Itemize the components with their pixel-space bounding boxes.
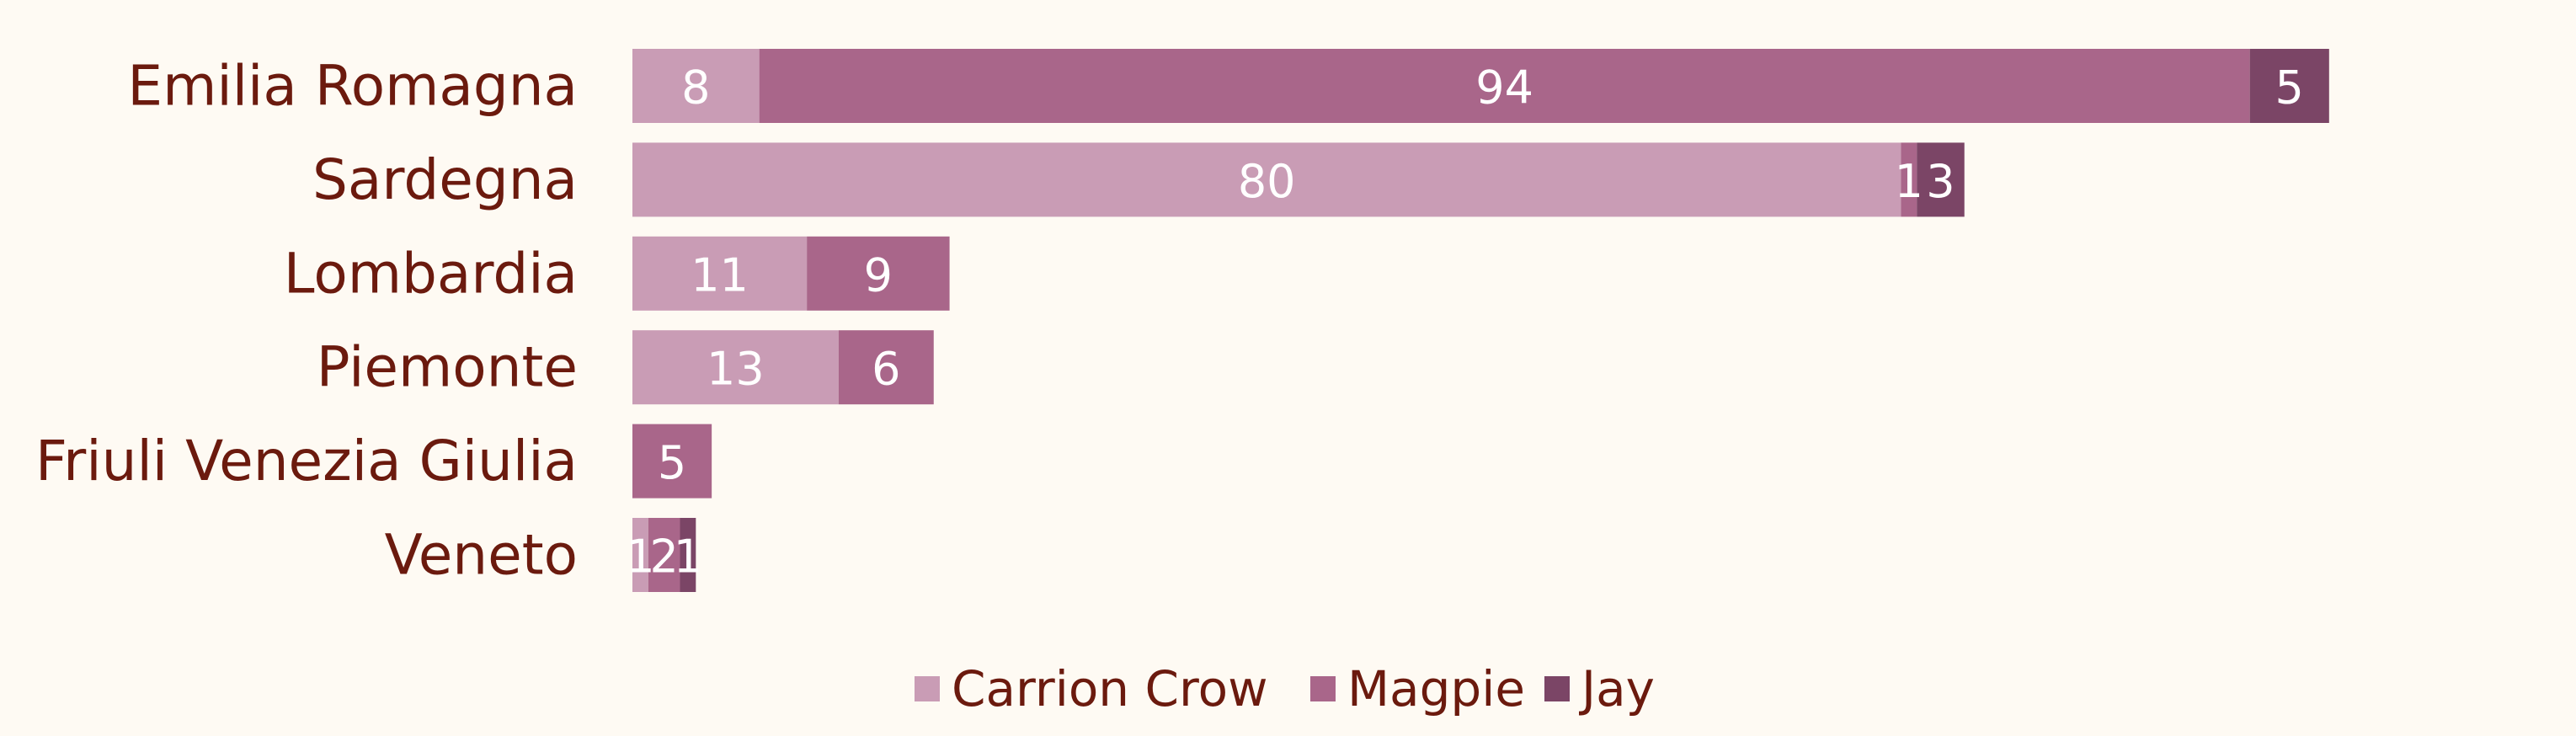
category-labels: Emilia Romagna Sardegna Lombardia Piemonte F… (35, 54, 578, 588)
bar-segment (648, 518, 680, 592)
bar-segment (632, 49, 760, 123)
data-label: 94 (1475, 61, 1533, 115)
category-label: Emilia Romagna (127, 54, 578, 119)
data-label: 1 (626, 531, 654, 584)
bar-segment (680, 518, 696, 592)
bar-segment (759, 49, 2250, 123)
category-label: Piemonte (317, 335, 578, 400)
legend-label: Jay (1579, 660, 1655, 717)
data-label: 11 (691, 248, 749, 301)
legend-swatch (915, 676, 940, 701)
bar-segment (1917, 142, 1965, 217)
bar-segment (632, 518, 648, 592)
legend-label: Magpie (1347, 660, 1525, 717)
bar-segment (632, 424, 712, 499)
data-label: 13 (707, 343, 765, 396)
legend-label: Carrion Crow (952, 660, 1268, 717)
legend: Carrion Crow Magpie Jay (915, 660, 1655, 717)
data-label: 9 (864, 248, 893, 301)
data-label: 5 (658, 436, 686, 489)
data-label: 6 (872, 343, 900, 396)
category-label: Lombardia (284, 241, 578, 306)
bar-segment (632, 142, 1901, 217)
category-label: Sardegna (312, 147, 578, 212)
data-label: 1 (1895, 155, 1923, 208)
category-label: Friuli Venezia Giulia (35, 429, 578, 493)
legend-swatch (1310, 676, 1336, 701)
category-label: Veneto (385, 523, 578, 588)
bar-segment (632, 330, 839, 405)
legend-swatch (1544, 676, 1570, 701)
data-label: 8 (681, 61, 710, 115)
bar-segment (807, 236, 950, 311)
data-label: 1 (674, 531, 702, 584)
bar-segment (838, 330, 934, 405)
bars (632, 49, 2329, 592)
data-label: 2 (649, 531, 678, 584)
data-label: 80 (1238, 155, 1296, 208)
bar-segment (2249, 49, 2329, 123)
bar-segment (1901, 142, 1917, 217)
data-label: 3 (1926, 155, 1955, 208)
data-label: 5 (2275, 61, 2304, 115)
bar-segment (632, 236, 808, 311)
